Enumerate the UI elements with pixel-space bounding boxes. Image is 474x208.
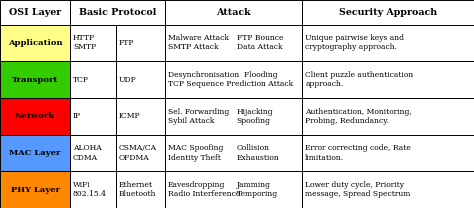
- Bar: [302, 135, 474, 171]
- Bar: [165, 98, 302, 135]
- Text: Lower duty cycle, Priority
message, Spread Spectrum: Lower duty cycle, Priority message, Spre…: [305, 181, 410, 198]
- Bar: [0, 135, 70, 171]
- Text: Basic Protocol: Basic Protocol: [79, 8, 156, 17]
- Text: Malware Attack
SMTP Attack: Malware Attack SMTP Attack: [168, 34, 228, 52]
- Text: FTP: FTP: [119, 39, 135, 47]
- Bar: [302, 61, 474, 98]
- Text: Network: Network: [15, 112, 55, 120]
- Text: Transport: Transport: [12, 76, 58, 84]
- Bar: [165, 135, 302, 171]
- Bar: [0, 98, 70, 135]
- Text: Hijacking
Spoofing: Hijacking Spoofing: [237, 108, 273, 125]
- Bar: [0, 61, 70, 98]
- Text: WiFi
802.15.4: WiFi 802.15.4: [73, 181, 107, 198]
- Text: Attack: Attack: [216, 8, 251, 17]
- Bar: [70, 61, 116, 98]
- Bar: [116, 25, 165, 61]
- Text: IP: IP: [73, 112, 81, 120]
- Text: Collision
Exhaustion: Collision Exhaustion: [237, 144, 279, 162]
- Bar: [70, 0, 165, 25]
- Bar: [165, 171, 302, 208]
- Bar: [116, 98, 165, 135]
- Bar: [302, 0, 474, 25]
- Text: Jamming
Temporing: Jamming Temporing: [237, 181, 278, 198]
- Bar: [302, 171, 474, 208]
- Bar: [70, 171, 116, 208]
- Text: Error correcting code, Rate
limitation.: Error correcting code, Rate limitation.: [305, 144, 411, 162]
- Bar: [116, 135, 165, 171]
- Text: MAC Layer: MAC Layer: [9, 149, 61, 157]
- Text: Unique pairwise keys and
cryptography approach.: Unique pairwise keys and cryptography ap…: [305, 34, 404, 52]
- Text: Eavesdropping
Radio Interference: Eavesdropping Radio Interference: [168, 181, 240, 198]
- Text: TCP: TCP: [73, 76, 89, 84]
- Bar: [116, 61, 165, 98]
- Text: HTTP
SMTP: HTTP SMTP: [73, 34, 96, 52]
- Bar: [165, 25, 302, 61]
- Text: ALOHA
CDMA: ALOHA CDMA: [73, 144, 102, 162]
- Bar: [70, 25, 116, 61]
- Text: Application: Application: [8, 39, 63, 47]
- Bar: [302, 98, 474, 135]
- Bar: [70, 98, 116, 135]
- Text: PHY Layer: PHY Layer: [10, 186, 60, 194]
- Text: Authentication, Monitoring,
Probing, Redundancy.: Authentication, Monitoring, Probing, Red…: [305, 108, 412, 125]
- Bar: [165, 0, 302, 25]
- Text: FTP Bounce
Data Attack: FTP Bounce Data Attack: [237, 34, 283, 52]
- Text: Client puzzle authentication
approach.: Client puzzle authentication approach.: [305, 71, 413, 88]
- Bar: [70, 135, 116, 171]
- Text: ICMP: ICMP: [119, 112, 141, 120]
- Text: UDP: UDP: [119, 76, 137, 84]
- Bar: [0, 25, 70, 61]
- Bar: [116, 171, 165, 208]
- Text: MAC Spoofing
Identity Theft: MAC Spoofing Identity Theft: [168, 144, 223, 162]
- Bar: [0, 0, 70, 25]
- Text: Security Approach: Security Approach: [339, 8, 438, 17]
- Text: Ethernet
Bluetooth: Ethernet Bluetooth: [119, 181, 156, 198]
- Bar: [165, 61, 302, 98]
- Bar: [0, 171, 70, 208]
- Text: Sel. Forwarding
Sybil Attack: Sel. Forwarding Sybil Attack: [168, 108, 229, 125]
- Text: Desynchronisation  Flooding
TCP Sequence Prediction Attack: Desynchronisation Flooding TCP Sequence …: [168, 71, 293, 88]
- Text: OSI Layer: OSI Layer: [9, 8, 61, 17]
- Text: CSMA/CA
OFDMA: CSMA/CA OFDMA: [119, 144, 157, 162]
- Bar: [302, 25, 474, 61]
